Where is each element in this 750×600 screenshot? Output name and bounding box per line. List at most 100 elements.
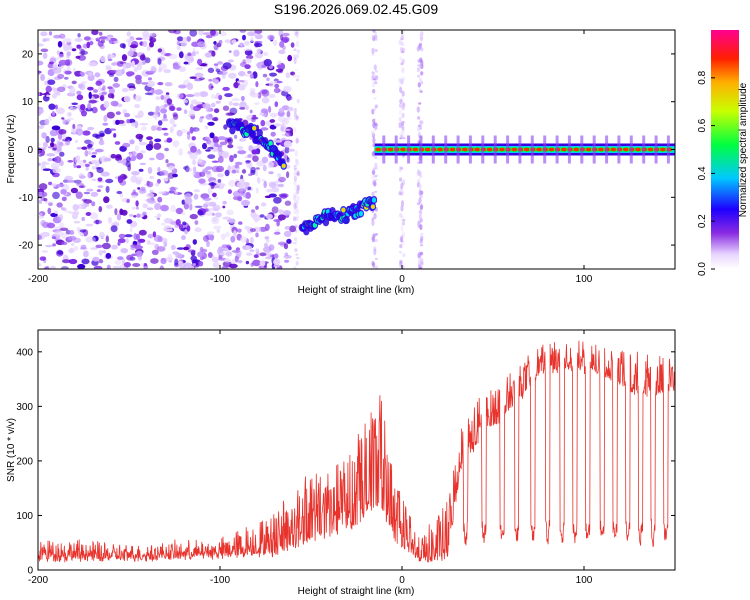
noise-blob xyxy=(126,254,134,261)
noise-blob xyxy=(181,128,187,133)
noise-blob xyxy=(126,31,131,37)
noise-blob xyxy=(259,214,265,218)
noise-blob xyxy=(42,141,48,148)
noise-blob xyxy=(256,177,261,184)
noise-blob xyxy=(189,152,198,160)
noise-blob xyxy=(198,261,204,267)
noise-blob xyxy=(155,105,160,113)
noise-blob xyxy=(59,33,66,39)
noise-blob xyxy=(247,186,252,191)
noise-blob xyxy=(227,144,234,149)
noise-blob xyxy=(124,112,131,118)
noise-blob xyxy=(255,187,259,194)
noise-blob xyxy=(283,85,292,93)
noise-blob xyxy=(268,244,275,251)
noise-blob xyxy=(86,203,90,207)
noise-blob xyxy=(157,236,163,242)
noise-blob xyxy=(105,38,111,41)
noise-blob xyxy=(42,162,50,165)
noise-blob xyxy=(224,39,231,44)
noise-blob xyxy=(268,93,276,99)
noise-blob xyxy=(91,159,98,165)
noise-blob xyxy=(127,87,136,91)
noise-blob xyxy=(128,118,136,124)
streak-blob xyxy=(296,208,300,214)
noise-blob xyxy=(194,227,202,233)
noise-blob xyxy=(180,40,188,48)
streak-blob xyxy=(400,205,404,212)
noise-blob xyxy=(159,265,164,269)
streak-blob xyxy=(374,82,378,85)
noise-blob xyxy=(231,249,240,253)
streak-blob xyxy=(400,37,404,41)
noise-blob xyxy=(47,158,53,162)
streak-blob xyxy=(400,50,404,54)
noise-blob xyxy=(274,101,279,108)
noise-blob xyxy=(217,156,224,163)
noise-blob xyxy=(95,219,99,225)
noise-blob xyxy=(146,192,155,198)
noise-blob xyxy=(182,221,187,226)
noise-blob xyxy=(193,189,200,193)
noise-blob xyxy=(90,212,99,220)
noise-blob xyxy=(183,109,188,115)
noise-blob xyxy=(182,36,187,42)
noise-blob xyxy=(58,141,64,147)
snr-x-tick-label: -100 xyxy=(210,575,230,586)
noise-blob xyxy=(57,250,64,255)
noise-blob xyxy=(249,228,256,233)
streak-blob xyxy=(400,104,404,109)
noise-blob xyxy=(190,265,195,269)
streak-blob xyxy=(374,38,378,41)
noise-blob xyxy=(81,258,90,265)
noise-blob xyxy=(198,178,206,184)
noise-blob xyxy=(103,115,108,122)
noise-blob xyxy=(214,196,219,200)
noise-blob xyxy=(82,130,91,136)
noise-blob xyxy=(38,107,44,115)
noise-blob xyxy=(168,30,177,34)
snr-x-tick-label: 100 xyxy=(576,575,593,586)
noise-blob xyxy=(225,231,230,238)
streak-blob xyxy=(373,215,377,219)
noise-blob xyxy=(234,161,243,166)
noise-blob xyxy=(83,159,87,163)
noise-blob xyxy=(169,105,176,111)
streak-blob xyxy=(400,189,404,197)
noise-blob xyxy=(149,189,154,194)
streak-blob xyxy=(419,62,423,70)
noise-blob xyxy=(191,136,196,141)
noise-blob xyxy=(252,155,259,162)
noise-blob xyxy=(248,173,253,177)
noise-blob xyxy=(166,137,173,143)
noise-blob xyxy=(92,256,100,262)
noise-blob xyxy=(273,258,281,266)
streak-blob xyxy=(372,89,376,94)
band-leak xyxy=(642,135,646,164)
ascending-branch-hot xyxy=(341,208,346,212)
noise-blob xyxy=(172,251,179,255)
noise-blob xyxy=(146,80,155,88)
noise-blob xyxy=(117,160,124,164)
band-leak xyxy=(382,135,386,164)
noise-blob xyxy=(128,214,134,217)
streak-blob xyxy=(399,109,403,112)
zero-band-peak xyxy=(449,147,456,152)
noise-blob xyxy=(149,32,156,37)
noise-blob xyxy=(38,183,48,191)
noise-blob xyxy=(58,214,64,221)
noise-blob xyxy=(222,205,226,209)
streak-blob xyxy=(374,49,378,52)
streak-blob xyxy=(372,73,377,81)
noise-blob xyxy=(150,258,159,264)
noise-blob xyxy=(245,50,248,55)
noise-blob xyxy=(111,62,117,66)
streak-blob xyxy=(295,30,299,34)
noise-blob xyxy=(158,69,162,73)
noise-blob xyxy=(255,248,259,252)
noise-blob xyxy=(157,82,164,86)
noise-blob xyxy=(257,92,262,99)
noise-blob xyxy=(94,72,101,78)
streak-blob xyxy=(373,246,377,251)
noise-blob xyxy=(178,262,187,269)
